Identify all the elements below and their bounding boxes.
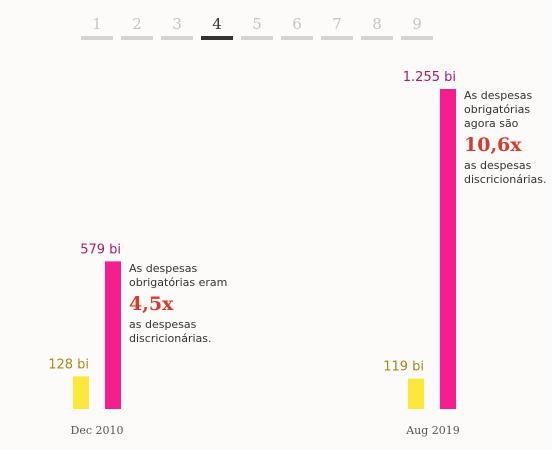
page-step-indicator xyxy=(361,36,393,40)
x-tick-label-0: Dec 2010 xyxy=(71,424,124,437)
page-step-indicator xyxy=(161,36,193,40)
page-step-5[interactable]: 5 xyxy=(241,14,273,40)
value-label-discricionarias-1: 119 bi xyxy=(383,360,424,375)
annotation-2019-subtext: as despesas discricionárias. xyxy=(464,159,547,186)
x-tick-label-1: Aug 2019 xyxy=(405,424,460,437)
bar-obrigatorias-1 xyxy=(440,89,456,409)
annotation-2010-text: As despesas obrigatórias eram xyxy=(129,262,228,289)
value-label-obrigatorias-0: 579 bi xyxy=(80,242,121,257)
annotation-2019-text: As despesas obrigatórias agora são xyxy=(464,89,533,130)
page-step-indicator xyxy=(281,36,313,40)
annotation-2010-subtext: as despesas discricionárias. xyxy=(129,318,212,345)
page-step-label: 6 xyxy=(292,15,302,33)
value-label-discricionarias-0: 128 bi xyxy=(48,357,89,372)
page-step-label: 2 xyxy=(132,15,142,33)
page-step-6[interactable]: 6 xyxy=(281,14,313,40)
page-step-8[interactable]: 8 xyxy=(361,14,393,40)
annotation-2019: As despesas obrigatórias agora são 10,6x… xyxy=(464,89,550,187)
bar-discricionarias-1 xyxy=(408,378,424,409)
page-step-label: 8 xyxy=(372,15,382,33)
page-step-1[interactable]: 1 xyxy=(81,14,113,40)
value-label-obrigatorias-1: 1.255 bi xyxy=(403,70,456,85)
annotation-2010-ratio: 4,5x xyxy=(129,293,174,315)
page-step-3[interactable]: 3 xyxy=(161,14,193,40)
bar-obrigatorias-0 xyxy=(105,261,121,409)
page-step-indicator xyxy=(201,36,233,40)
page-step-indicator xyxy=(241,36,273,40)
page-step-label: 1 xyxy=(92,15,102,33)
page-step-label: 4 xyxy=(212,15,222,33)
page-step-label: 3 xyxy=(172,15,182,33)
page-step-9[interactable]: 9 xyxy=(401,14,433,40)
page-step-label: 7 xyxy=(332,15,342,33)
page-step-indicator xyxy=(321,36,353,40)
page-step-2[interactable]: 2 xyxy=(121,14,153,40)
annotation-2010: As despesas obrigatórias eram 4,5x as de… xyxy=(129,262,249,346)
page-step-indicator xyxy=(401,36,433,40)
page-step-label: 5 xyxy=(252,15,262,33)
page-step-indicator xyxy=(121,36,153,40)
page-step-7[interactable]: 7 xyxy=(321,14,353,40)
page-step-4[interactable]: 4 xyxy=(201,14,233,40)
page-step-indicator xyxy=(81,36,113,40)
bar-discricionarias-0 xyxy=(73,376,89,409)
page-step-label: 9 xyxy=(412,15,422,33)
annotation-2019-ratio: 10,6x xyxy=(464,134,522,156)
